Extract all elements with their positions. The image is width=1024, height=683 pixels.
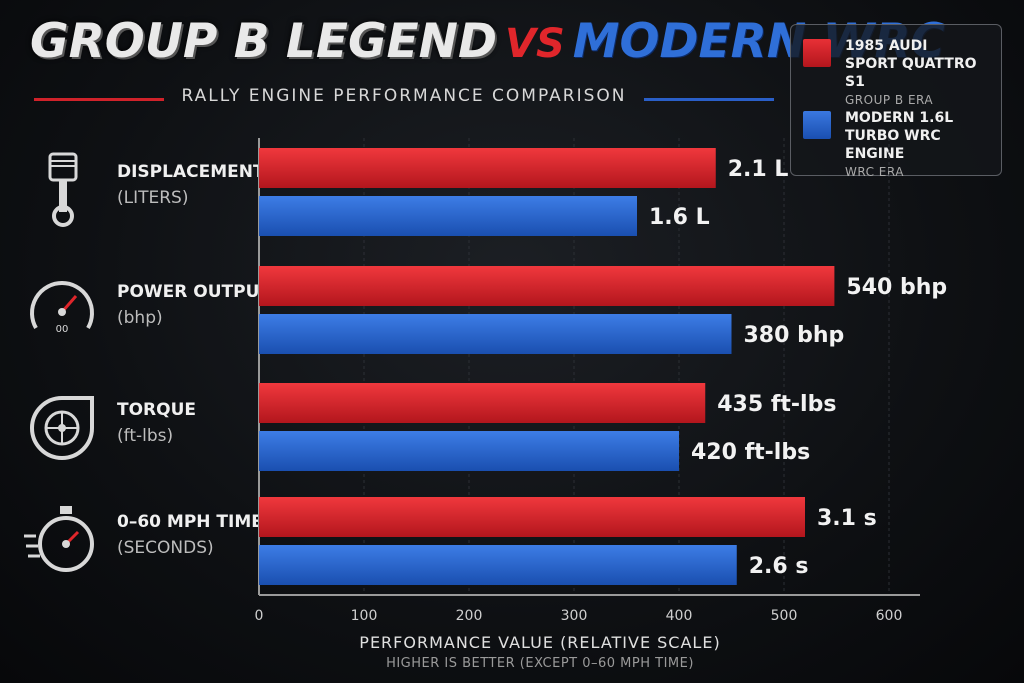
category-0-60-time: 0–60 MPH TIME (SECONDS) bbox=[22, 500, 263, 580]
category-displacement: DISPLACEMENT (LITERS) bbox=[22, 150, 265, 230]
bar-value-label: 1.6 L bbox=[649, 205, 710, 230]
bar bbox=[259, 314, 732, 354]
x-axis-note: HIGHER IS BETTER (EXCEPT 0–60 MPH TIME) bbox=[386, 656, 694, 671]
category-label: DISPLACEMENT bbox=[117, 162, 265, 182]
legend-label-line1: 1985 AUDI bbox=[845, 38, 928, 54]
bar-value-label: 2.1 L bbox=[728, 157, 789, 182]
bar-value-label: 2.6 s bbox=[749, 554, 809, 579]
gauge-icon: 00 bbox=[30, 281, 94, 335]
bar bbox=[259, 266, 835, 306]
category-label: POWER OUTPUT bbox=[117, 282, 271, 302]
category-unit: (bhp) bbox=[117, 308, 163, 328]
x-tick-label: 600 bbox=[876, 608, 903, 624]
legend-swatch-red bbox=[803, 39, 831, 67]
x-tick-label: 200 bbox=[456, 608, 483, 624]
subtitle-rule-left bbox=[34, 98, 164, 101]
bar bbox=[259, 383, 706, 423]
x-axis-title: PERFORMANCE VALUE (RELATIVE SCALE) bbox=[359, 633, 721, 652]
x-tick-label: 500 bbox=[771, 608, 798, 624]
subtitle-rule-right bbox=[644, 98, 774, 101]
bar-value-label: 420 ft-lbs bbox=[691, 440, 810, 465]
category-power-output: 00 POWER OUTPUT (bhp) bbox=[22, 270, 271, 350]
x-tick-label: 100 bbox=[351, 608, 378, 624]
subtitle-bar: RALLY ENGINE PERFORMANCE COMPARISON bbox=[34, 86, 774, 110]
category-torque: TORQUE (ft-lbs) bbox=[22, 388, 252, 468]
bar-value-label: 435 ft-lbs bbox=[717, 392, 836, 417]
bar-value-label: 540 bhp bbox=[846, 275, 947, 300]
legend-swatch-blue bbox=[803, 111, 831, 139]
bar-value-label: 380 bhp bbox=[744, 323, 845, 348]
bar bbox=[259, 431, 679, 471]
legend-label-line1: MODERN 1.6L bbox=[845, 110, 954, 126]
x-tick-label: 0 bbox=[255, 608, 264, 624]
legend-era: GROUP B ERA bbox=[845, 93, 934, 107]
bar-value-label: 3.1 s bbox=[817, 506, 877, 531]
chart-subtitle: RALLY ENGINE PERFORMANCE COMPARISON bbox=[181, 86, 627, 106]
x-tick-label: 400 bbox=[666, 608, 693, 624]
turbo-icon bbox=[30, 396, 94, 460]
svg-text:00: 00 bbox=[56, 324, 69, 335]
piston-icon bbox=[48, 152, 78, 227]
x-tick-label: 300 bbox=[561, 608, 588, 624]
title-vs: VS bbox=[504, 21, 565, 67]
bar bbox=[259, 196, 637, 236]
chart-legend: 1985 AUDI SPORT QUATTRO S1 GROUP B ERA M… bbox=[790, 24, 1002, 179]
category-unit: (ft-lbs) bbox=[117, 426, 174, 446]
category-unit: (SECONDS) bbox=[117, 538, 214, 558]
category-label: 0–60 MPH TIME bbox=[117, 512, 263, 532]
bar bbox=[259, 497, 805, 537]
bar bbox=[259, 545, 737, 585]
stopwatch-icon bbox=[24, 506, 94, 572]
category-label: TORQUE bbox=[117, 400, 197, 420]
category-unit: (LITERS) bbox=[117, 188, 189, 208]
bar bbox=[259, 148, 716, 188]
title-group-b: GROUP B LEGEND bbox=[30, 14, 497, 69]
legend-label-line2: SPORT QUATTRO S1 bbox=[845, 56, 977, 90]
